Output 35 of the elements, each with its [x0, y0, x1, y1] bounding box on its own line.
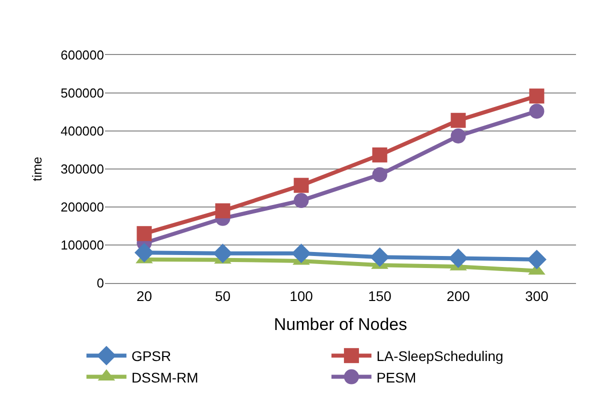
- legend-label: LA-SleepScheduling: [376, 348, 504, 364]
- y-tick-label: 200000: [60, 200, 104, 215]
- point: [448, 248, 468, 268]
- legend-label: PESM: [376, 369, 416, 386]
- point: [134, 242, 154, 262]
- x-tick-label: 300: [525, 288, 549, 304]
- y-axis-title: time: [30, 156, 45, 182]
- x-tick-label: 100: [290, 288, 314, 304]
- y-tick-label: 100000: [60, 238, 104, 253]
- point: [370, 247, 390, 267]
- point: [294, 193, 309, 208]
- point: [450, 112, 466, 128]
- legend-label: DSSM-RM: [131, 369, 198, 386]
- point: [372, 167, 388, 182]
- point: [215, 203, 230, 218]
- y-tick-label: 600000: [60, 48, 104, 63]
- point: [529, 88, 544, 104]
- y-tick-label: 500000: [60, 86, 104, 101]
- y-tick-label: 400000: [60, 124, 104, 139]
- point: [527, 250, 546, 270]
- point: [292, 244, 311, 264]
- y-tick-label: 300000: [60, 162, 104, 177]
- x-axis-title: Number of Nodes: [274, 315, 408, 334]
- point: [372, 147, 388, 162]
- point: [213, 244, 232, 264]
- point: [136, 226, 152, 242]
- y-tick-label: 0: [96, 276, 104, 291]
- x-tick-label: 150: [368, 288, 392, 304]
- legend-label: GPSR: [131, 348, 172, 364]
- point: [450, 128, 466, 144]
- point: [529, 104, 544, 119]
- point: [294, 178, 309, 193]
- x-tick-label: 50: [214, 288, 231, 304]
- x-tick-label: 200: [446, 288, 470, 304]
- x-tick-label: 20: [136, 288, 152, 304]
